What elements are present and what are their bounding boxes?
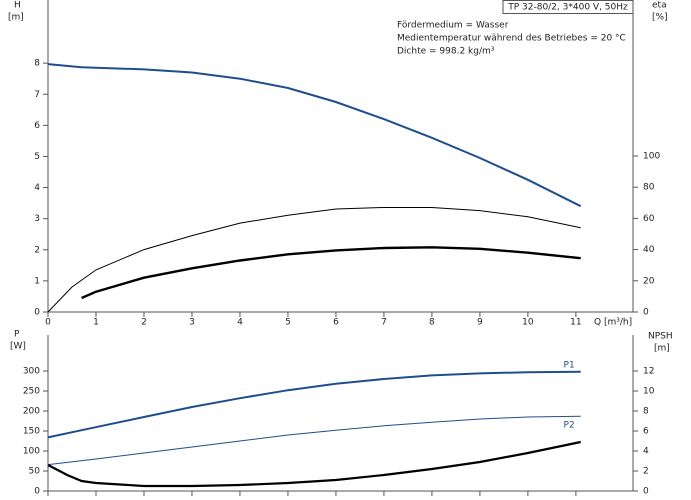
y-tick-label: 0 <box>34 308 40 318</box>
y-tick-label: 2 <box>34 245 40 255</box>
curve <box>81 246 581 300</box>
y2-tick-label: 80 <box>643 183 655 193</box>
y-tick-label: 150 <box>23 427 40 437</box>
y-tick-label: 0 <box>34 487 40 497</box>
y-tick-label: 1 <box>34 276 40 286</box>
x-tick-label: 6 <box>333 318 339 328</box>
x-axis-label: Q [m³/h] <box>594 318 632 328</box>
x-tick-label: 7 <box>381 318 387 328</box>
x-tick-label: 11 <box>570 318 581 328</box>
y2-axis-label: eta <box>652 1 667 11</box>
y2-axis-unit: [%] <box>652 13 668 23</box>
x-tick-label: 1 <box>93 318 99 328</box>
curve <box>47 370 581 439</box>
y-tick-label: 250 <box>23 387 40 397</box>
series-label: P2 <box>564 421 575 431</box>
y2-tick-label: 8 <box>643 407 649 417</box>
y2-tick-label: 0 <box>643 487 649 497</box>
x-tick-label: 10 <box>522 318 534 328</box>
x-tick-label: 9 <box>477 318 483 328</box>
y-tick-label: 300 <box>23 367 40 377</box>
y-tick-label: 3 <box>34 214 40 224</box>
series-label: P1 <box>564 360 575 370</box>
y-axis-label: H <box>14 1 21 11</box>
y-tick-label: 5 <box>34 152 40 162</box>
annotation: Medientemperatur während des Betriebes =… <box>397 34 626 44</box>
x-tick-label: 3 <box>189 318 195 328</box>
y2-tick-label: 2 <box>643 467 649 477</box>
y2-tick-label: 60 <box>643 214 655 224</box>
annotation: Fördermedium = Wasser <box>397 21 509 31</box>
x-tick-label: 4 <box>237 318 243 328</box>
y-tick-label: 7 <box>34 90 40 100</box>
curve <box>47 207 581 313</box>
y-tick-label: 8 <box>34 59 40 69</box>
y-axis-label: P <box>14 330 20 340</box>
annotation: Dichte = 998.2 kg/m³ <box>397 47 495 57</box>
curve <box>47 440 581 488</box>
y2-tick-label: 20 <box>643 276 655 286</box>
y2-axis-unit: [m] <box>654 344 670 354</box>
x-tick-label: 8 <box>429 318 435 328</box>
y-axis-unit: [W] <box>10 342 26 352</box>
y-tick-label: 100 <box>23 447 40 457</box>
x-tick-label: 0 <box>45 318 51 328</box>
y-axis-unit: [m] <box>8 13 24 23</box>
curve <box>47 415 581 466</box>
y-tick-label: 50 <box>29 467 41 477</box>
y2-tick-label: 6 <box>643 427 649 437</box>
x-tick-label: 5 <box>285 318 291 328</box>
chart-title: TP 32-80/2, 3*400 V, 50Hz <box>507 3 628 13</box>
y2-tick-label: 100 <box>643 152 660 162</box>
y2-tick-label: 0 <box>643 308 649 318</box>
y2-axis-label: NPSH <box>648 332 673 342</box>
y-tick-label: 4 <box>34 183 40 193</box>
curve <box>47 63 582 208</box>
y2-tick-label: 10 <box>643 387 655 397</box>
x-tick-label: 2 <box>141 318 147 328</box>
y-tick-label: 6 <box>34 121 40 131</box>
y2-tick-label: 12 <box>643 367 654 377</box>
y2-tick-label: 40 <box>643 245 655 255</box>
y2-tick-label: 4 <box>643 447 649 457</box>
y-tick-label: 200 <box>23 407 40 417</box>
